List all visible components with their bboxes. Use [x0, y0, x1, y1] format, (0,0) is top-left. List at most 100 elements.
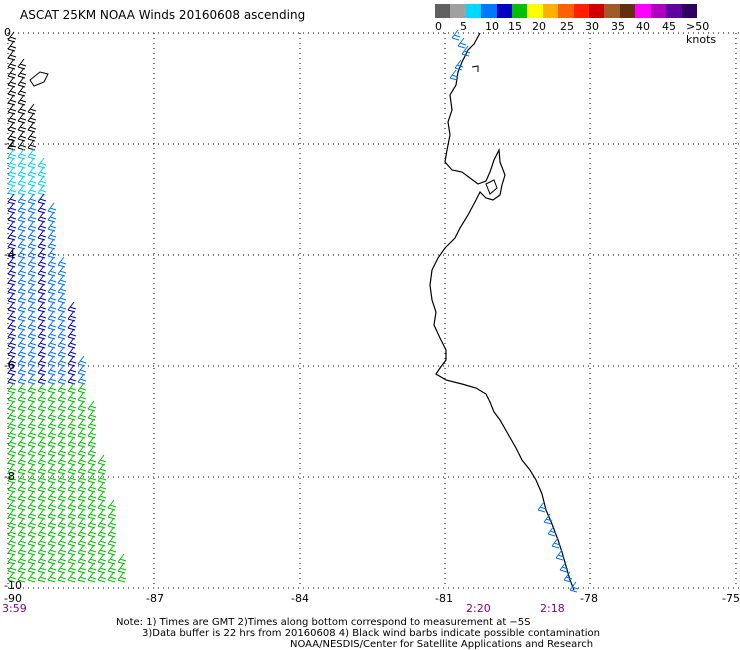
wind-barb	[17, 67, 27, 79]
wind-barb	[107, 571, 117, 583]
wind-barb	[37, 382, 47, 394]
note-line-1: Note: 1) Times are GMT 2)Times along bot…	[116, 617, 531, 628]
wind-barb	[37, 238, 47, 250]
wind-barb	[27, 184, 37, 196]
wind-barb	[57, 337, 67, 349]
wind-barb	[57, 445, 67, 457]
wind-barb	[37, 301, 47, 313]
wind-barb	[7, 94, 17, 106]
wind-barb	[27, 409, 37, 421]
wind-barb	[67, 562, 77, 574]
wind-speed-colorbar	[435, 4, 697, 18]
wind-barb	[7, 382, 17, 394]
wind-barb	[67, 481, 77, 493]
wind-barb	[47, 337, 57, 349]
wind-barb	[27, 571, 37, 583]
wind-barb	[97, 571, 107, 583]
wind-barb	[17, 310, 27, 322]
colorbar-swatch	[681, 4, 697, 18]
wind-barb	[17, 490, 27, 502]
wind-barb	[87, 454, 97, 466]
wind-barb	[17, 157, 27, 169]
wind-barb	[7, 157, 17, 169]
wind-barb	[27, 445, 37, 457]
wind-barb	[87, 445, 97, 457]
wind-barb	[37, 562, 47, 574]
wind-barb	[47, 409, 57, 421]
wind-barb	[7, 49, 17, 61]
lon-label-90: -90	[4, 592, 22, 605]
colorbar-label: >50 knots	[686, 20, 717, 46]
wind-barb	[47, 382, 57, 394]
lat-label-6: -6	[4, 359, 15, 372]
wind-barb	[97, 535, 107, 547]
wind-barb	[17, 193, 27, 205]
wind-barb	[47, 220, 57, 232]
wind-barb	[67, 499, 77, 511]
wind-barb	[27, 490, 37, 502]
wind-barb	[57, 382, 67, 394]
wind-barb	[57, 490, 67, 502]
wind-barb	[27, 427, 37, 439]
colorbar-swatch	[666, 4, 682, 18]
wind-barb	[37, 355, 47, 367]
lat-label-8: -8	[4, 470, 15, 483]
wind-barb	[37, 517, 47, 529]
wind-barb	[47, 319, 57, 331]
wind-barb	[17, 256, 27, 268]
colorbar-label: 25	[560, 20, 574, 33]
wind-barb	[57, 553, 67, 565]
wind-barb	[17, 571, 27, 583]
wind-barb	[17, 382, 27, 394]
wind-barb	[7, 202, 17, 214]
wind-barb	[17, 481, 27, 493]
wind-barb	[37, 463, 47, 475]
wind-barb	[77, 445, 87, 457]
wind-barb	[17, 427, 27, 439]
wind-barb	[27, 193, 37, 205]
lon-label-78: -78	[580, 592, 598, 605]
wind-barb	[27, 562, 37, 574]
wind-barb	[77, 373, 87, 385]
note-line-3: NOAA/NESDIS/Center for Satellite Applica…	[290, 639, 594, 650]
wind-barb	[7, 274, 17, 286]
wind-barb	[77, 553, 87, 565]
wind-barb	[47, 427, 57, 439]
wind-barb	[67, 436, 77, 448]
wind-barb	[7, 121, 17, 133]
wind-barb	[17, 499, 27, 511]
wind-barb	[17, 301, 27, 313]
wind-barb	[47, 490, 57, 502]
pass-time-mid: 2:20	[466, 602, 491, 615]
wind-barb	[454, 59, 464, 71]
wind-barb	[27, 463, 37, 475]
wind-barb	[47, 526, 57, 538]
wind-barb	[27, 301, 37, 313]
wind-barb	[37, 211, 47, 223]
wind-barb	[547, 525, 557, 537]
gulf-island	[485, 179, 498, 195]
wind-barb	[37, 508, 47, 520]
colorbar-label: 0	[435, 20, 442, 33]
wind-barb	[57, 292, 67, 304]
wind-barb	[77, 499, 87, 511]
wind-barb	[27, 454, 37, 466]
wind-barb	[47, 265, 57, 277]
wind-barb	[7, 301, 17, 313]
wind-barb	[7, 58, 17, 70]
wind-barb	[37, 427, 47, 439]
colorbar-swatch	[435, 4, 451, 18]
wind-barb	[67, 472, 77, 484]
gridlines	[7, 32, 740, 589]
wind-barb	[27, 292, 37, 304]
wind-barb	[17, 220, 27, 232]
wind-barb	[77, 364, 87, 376]
wind-barb	[17, 472, 27, 484]
wind-barb	[87, 436, 97, 448]
wind-barb	[27, 283, 37, 295]
wind-barb	[7, 148, 17, 160]
lon-label-87: -87	[146, 592, 164, 605]
wind-barb	[27, 238, 37, 250]
colorbar-swatch	[619, 4, 636, 18]
wind-barb	[47, 247, 57, 259]
